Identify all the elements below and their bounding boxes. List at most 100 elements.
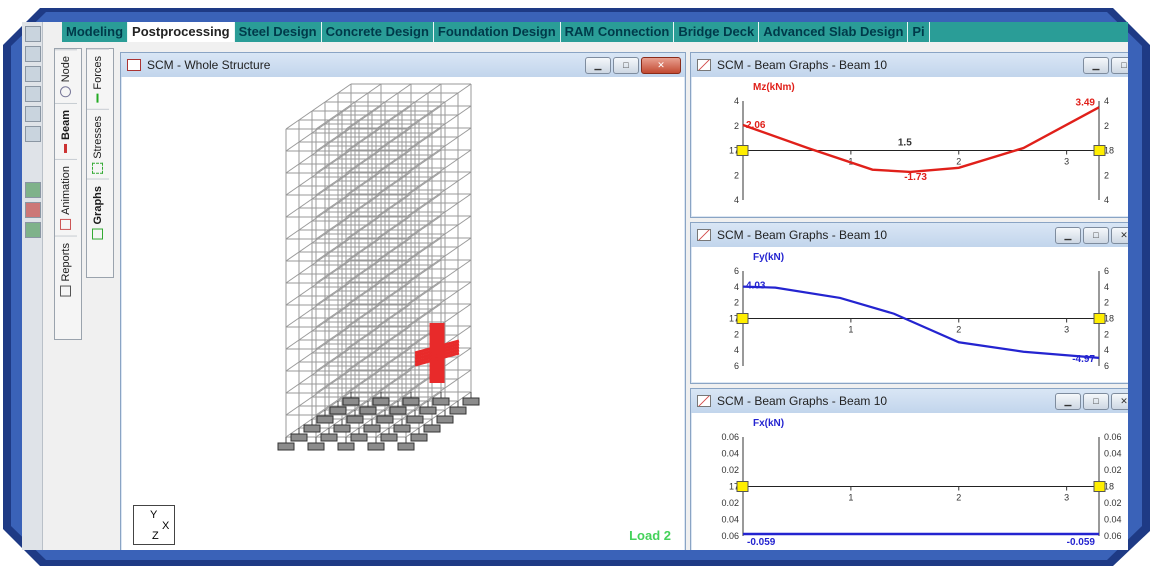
beam-member[interactable]: [427, 215, 442, 226]
beam-member[interactable]: [418, 264, 433, 275]
beam-member[interactable]: [418, 220, 433, 231]
beam-member[interactable]: [285, 427, 300, 438]
beam-member[interactable]: [444, 224, 459, 235]
toolbar-icon[interactable]: [25, 26, 41, 42]
beam-member[interactable]: [431, 277, 446, 288]
beam-member[interactable]: [414, 202, 429, 213]
tab-ram-connection[interactable]: RAM Connection: [561, 22, 675, 42]
structure-window-titlebar[interactable]: SCM - Whole Structure ▁ □ ✕: [121, 53, 685, 77]
close-button[interactable]: ✕: [641, 57, 681, 74]
beam-member[interactable]: [358, 220, 373, 231]
beam-member[interactable]: [431, 167, 446, 178]
beam-member[interactable]: [457, 281, 472, 292]
fixed-support[interactable]: [402, 397, 420, 406]
beam-member[interactable]: [388, 352, 403, 363]
beam-member[interactable]: [457, 347, 472, 358]
beam-member[interactable]: [388, 154, 403, 165]
beam-member[interactable]: [444, 246, 459, 257]
beam-member[interactable]: [444, 356, 459, 367]
minimize-button[interactable]: ▁: [1055, 393, 1081, 410]
beam-member[interactable]: [414, 224, 429, 235]
beam-member[interactable]: [285, 163, 300, 174]
graph-window-titlebar[interactable]: SCM - Beam Graphs - Beam 10 ▁ □ ✕: [691, 389, 1128, 413]
node-marker-start[interactable]: [736, 481, 749, 492]
beam-member[interactable]: [375, 295, 390, 306]
beam-member[interactable]: [285, 141, 300, 152]
beam-member[interactable]: [444, 312, 459, 323]
beam-member[interactable]: [285, 229, 300, 240]
tab-postprocessing[interactable]: Postprocessing: [128, 22, 235, 42]
beam-member[interactable]: [401, 101, 416, 112]
fixed-support[interactable]: [449, 406, 467, 415]
beam-member[interactable]: [401, 233, 416, 244]
beam-member[interactable]: [315, 273, 330, 284]
beam-member[interactable]: [414, 136, 429, 147]
beam-member[interactable]: [285, 207, 300, 218]
beam-member[interactable]: [285, 361, 300, 372]
beam-member[interactable]: [431, 145, 446, 156]
beam-member[interactable]: [427, 391, 442, 402]
beam-member[interactable]: [375, 339, 390, 350]
side-tab-node[interactable]: Node: [55, 49, 77, 104]
beam-member[interactable]: [414, 312, 429, 323]
fixed-support[interactable]: [423, 424, 441, 433]
highlighted-beam[interactable]: [414, 323, 460, 383]
beam-member[interactable]: [358, 242, 373, 253]
beam-member[interactable]: [457, 369, 472, 380]
fixed-support[interactable]: [410, 433, 428, 442]
beam-member[interactable]: [397, 83, 412, 94]
beam-member[interactable]: [388, 308, 403, 319]
beam-member[interactable]: [405, 207, 420, 218]
beam-member[interactable]: [345, 295, 360, 306]
fixed-support[interactable]: [337, 442, 355, 451]
fixed-support[interactable]: [316, 415, 334, 424]
beam-member[interactable]: [298, 308, 313, 319]
fixed-support[interactable]: [380, 433, 398, 442]
beam-member[interactable]: [285, 317, 300, 328]
beam-member[interactable]: [405, 317, 420, 328]
beam-member[interactable]: [414, 158, 429, 169]
beam-member[interactable]: [375, 119, 390, 130]
beam-member[interactable]: [418, 308, 433, 319]
beam-member[interactable]: [388, 110, 403, 121]
side-tab-beam[interactable]: Beam: [55, 103, 77, 160]
beam-member[interactable]: [298, 264, 313, 275]
side-tab-graphs[interactable]: Graphs: [87, 179, 109, 246]
beam-member[interactable]: [315, 317, 330, 328]
beam-member[interactable]: [328, 132, 343, 143]
beam-member[interactable]: [414, 246, 429, 257]
beam-member[interactable]: [444, 378, 459, 389]
beam-member[interactable]: [414, 268, 429, 279]
fixed-support[interactable]: [277, 442, 295, 451]
beam-member[interactable]: [427, 303, 442, 314]
beam-member[interactable]: [345, 207, 360, 218]
fixed-support[interactable]: [397, 442, 415, 451]
beam-member[interactable]: [298, 286, 313, 297]
beam-member[interactable]: [298, 110, 313, 121]
beam-member[interactable]: [375, 185, 390, 196]
fixed-support[interactable]: [303, 424, 321, 433]
beam-member[interactable]: [457, 325, 472, 336]
beam-member[interactable]: [431, 409, 446, 420]
beam-member[interactable]: [358, 110, 373, 121]
beam-member[interactable]: [418, 132, 433, 143]
fixed-support[interactable]: [436, 415, 454, 424]
beam-member[interactable]: [358, 374, 373, 385]
beam-member[interactable]: [405, 405, 420, 416]
fixed-support[interactable]: [333, 424, 351, 433]
beam-member[interactable]: [298, 198, 313, 209]
fixed-support[interactable]: [432, 397, 450, 406]
fixed-support[interactable]: [367, 442, 385, 451]
beam-member[interactable]: [298, 132, 313, 143]
beam-member[interactable]: [405, 185, 420, 196]
beam-member[interactable]: [401, 365, 416, 376]
beam-member[interactable]: [401, 255, 416, 266]
beam-member[interactable]: [444, 202, 459, 213]
beam-member[interactable]: [388, 220, 403, 231]
tab-more[interactable]: Pi: [908, 22, 930, 42]
beam-member[interactable]: [345, 141, 360, 152]
beam-member[interactable]: [457, 149, 472, 160]
beam-member[interactable]: [418, 176, 433, 187]
beam-member[interactable]: [358, 176, 373, 187]
toolbar-icon[interactable]: [25, 66, 41, 82]
